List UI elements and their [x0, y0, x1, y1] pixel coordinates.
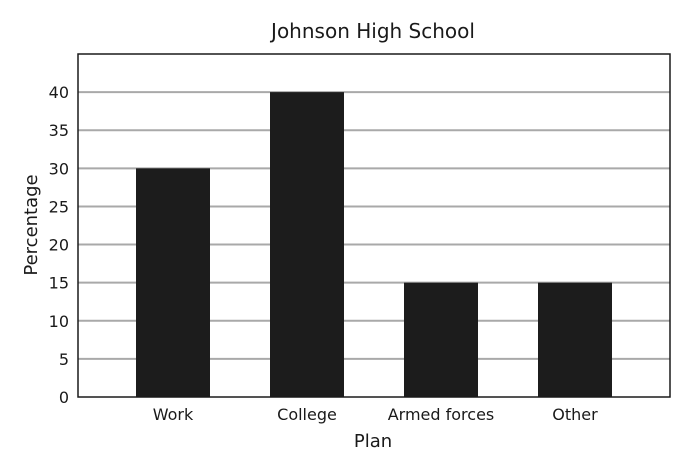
x-tick-label: Work	[153, 405, 194, 424]
bar-other	[538, 282, 612, 397]
plot-frame	[77, 53, 671, 398]
y-tick-label: 0	[59, 388, 69, 407]
x-tick-labels: Work College Armed forces Other	[153, 405, 598, 424]
y-tick-label: 20	[49, 236, 69, 255]
x-axis-label: Plan	[354, 431, 392, 452]
y-tick-label: 35	[49, 121, 69, 140]
x-tick-label: College	[277, 405, 337, 424]
bar-armed-forces	[404, 282, 478, 397]
y-tick-label: 5	[59, 350, 69, 369]
y-tick-label: 30	[49, 159, 69, 178]
y-tick-label: 40	[49, 83, 69, 102]
y-tick-labels: 0 5 10 15 20 25 30 35 40	[49, 83, 69, 407]
chart-title: Johnson High School	[269, 19, 475, 43]
y-tick-label: 10	[49, 312, 69, 331]
x-tick-label: Armed forces	[388, 405, 495, 424]
bar-work	[136, 168, 210, 397]
y-tick-label: 25	[49, 197, 69, 216]
x-tick-label: Other	[552, 405, 598, 424]
y-axis-label: Percentage	[21, 174, 42, 275]
bars	[136, 92, 612, 397]
y-tick-label: 15	[49, 274, 69, 293]
bar-college	[270, 92, 344, 397]
